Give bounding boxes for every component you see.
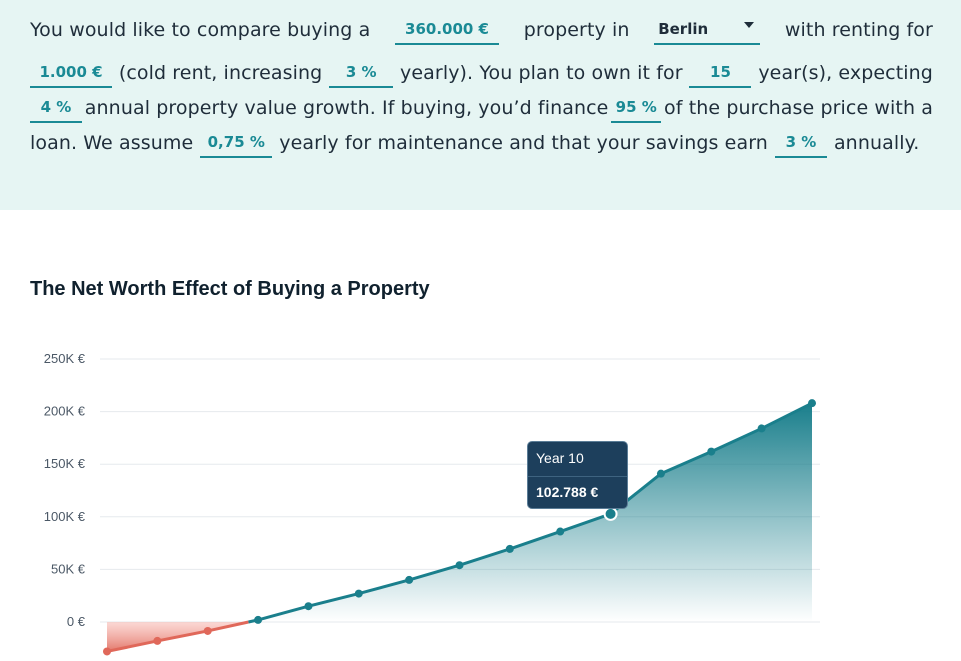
data-point[interactable] (203, 626, 212, 635)
calculator-line-1: You would like to compare buying a 360.0… (30, 15, 933, 45)
rent-input[interactable]: 1.000 € (30, 58, 112, 88)
chart-title: The Net Worth Effect of Buying a Propert… (30, 278, 430, 300)
calc-text: annual property value growth. If buying,… (84, 97, 609, 119)
data-point[interactable] (354, 589, 363, 598)
y-axis-ticks: 0 € 50K € 100K € 150K € 200K € 250K € (44, 351, 86, 629)
savings-input[interactable]: 3 % (774, 128, 827, 158)
y-tick-label: 150K € (44, 456, 86, 471)
tooltip-divider (528, 476, 627, 477)
city-select[interactable]: Berlin (654, 15, 761, 45)
y-tick-label: 200K € (44, 404, 86, 419)
tooltip-year: Year 10 (536, 450, 584, 466)
city-select-value: Berlin (658, 20, 709, 38)
calc-text: yearly). You plan to own it for (400, 62, 683, 84)
data-point[interactable] (254, 615, 263, 624)
data-point[interactable] (707, 447, 716, 456)
data-point[interactable] (808, 399, 816, 408)
calc-text: year(s), expecting (758, 62, 933, 84)
chart-points (103, 399, 816, 656)
calc-text: with renting for (784, 19, 933, 41)
calculator-line-4: loan. We assume 0,75 % yearly for mainte… (30, 128, 933, 158)
rent-increase-input[interactable]: 3 % (329, 58, 394, 88)
calc-text: of the purchase price with a (664, 97, 933, 119)
chart-tooltip: Year 10 102.788 € (527, 441, 628, 509)
calc-text: annually. (833, 132, 920, 154)
y-tick-label: 50K € (51, 561, 86, 576)
maintenance-input[interactable]: 0,75 % (200, 128, 273, 158)
chart-areas (107, 403, 812, 652)
data-point[interactable] (757, 424, 766, 433)
calc-text: You would like to compare buying a (30, 19, 371, 41)
positive-area (248, 403, 812, 622)
data-point[interactable] (556, 527, 565, 536)
data-point[interactable] (656, 469, 665, 478)
data-point[interactable] (153, 636, 162, 645)
calculator-line-3: 4 % annual property value growth. If buy… (30, 93, 933, 123)
years-input[interactable]: 15 (689, 58, 752, 88)
y-tick-label: 0 € (67, 614, 86, 629)
calculator-line-2: 1.000 € (cold rent, increasing 3 % yearl… (30, 58, 933, 88)
calc-text: property in (523, 19, 630, 41)
finance-input[interactable]: 95 % (611, 93, 662, 123)
calc-text: yearly for maintenance and that your sav… (279, 132, 768, 154)
calculator-panel: You would like to compare buying a 360.0… (0, 0, 961, 210)
data-point[interactable] (405, 575, 414, 584)
data-point[interactable] (304, 602, 313, 611)
growth-input[interactable]: 4 % (30, 93, 82, 123)
y-tick-label: 100K € (44, 509, 86, 524)
price-input[interactable]: 360.000 € (395, 15, 500, 45)
negative-series-line (106, 620, 249, 653)
data-point[interactable] (103, 647, 111, 656)
chevron-down-icon (744, 22, 755, 28)
data-point[interactable] (505, 544, 514, 553)
data-point[interactable] (455, 561, 464, 570)
tooltip-value: 102.788 € (536, 484, 599, 500)
y-tick-label: 250K € (44, 351, 86, 366)
highlighted-data-point[interactable] (603, 506, 618, 521)
calc-text: loan. We assume (30, 132, 194, 154)
calc-text: (cold rent, increasing (118, 62, 323, 84)
